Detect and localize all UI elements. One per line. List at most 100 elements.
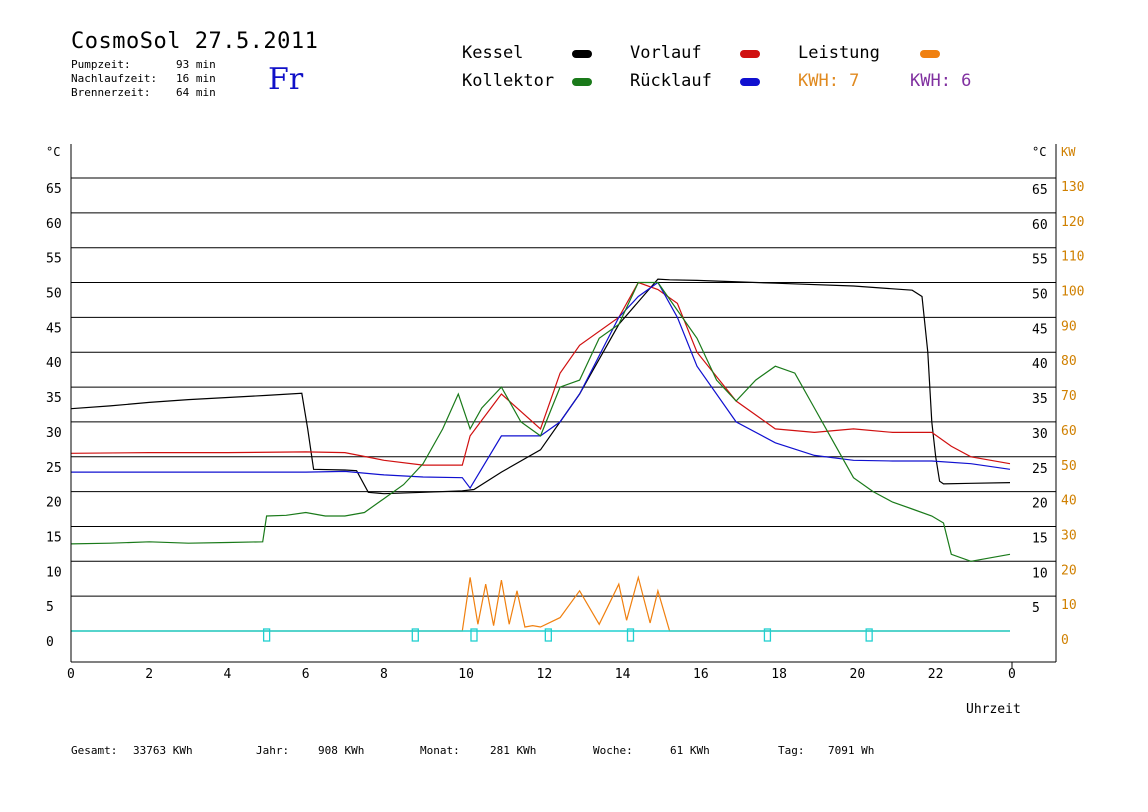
pump-event-marker: [544, 628, 552, 642]
x-tick-label: 0: [1008, 667, 1016, 682]
y-tick-label-right-temp: 65: [1032, 183, 1048, 198]
y-unit-left: °C: [46, 145, 60, 159]
series-line-kollektor: [70, 281, 1011, 562]
x-tick-label: 22: [928, 667, 944, 682]
x-tick-label: 18: [771, 667, 787, 682]
y-tick-label-left: 10: [46, 565, 62, 580]
weekday-label: Fr: [268, 62, 304, 97]
y-tick-label-right-power: 80: [1061, 354, 1077, 369]
legend-label-ruecklauf: Rücklauf: [630, 71, 712, 91]
x-tick-label: 6: [302, 667, 310, 682]
y-tick-label-left: 60: [46, 217, 62, 232]
y-tick-label-right-temp: 5: [1032, 601, 1040, 616]
y-tick-label-right-power: 70: [1061, 389, 1077, 404]
legend-swatch-kollektor: [572, 78, 592, 86]
y-tick-label-left: 65: [46, 182, 62, 197]
y-tick-label-right-power: 0: [1061, 633, 1069, 648]
pump-event-marker: [763, 628, 772, 642]
y-tick-label-left: 5: [46, 600, 54, 615]
footer-woche-label: Woche:: [593, 744, 633, 757]
y-unit-right-power: KW: [1061, 145, 1076, 159]
stat-value-brennerzeit: 64 min: [176, 86, 216, 99]
legend-swatch-leistung: [920, 50, 940, 58]
y-tick-label-right-temp: 30: [1032, 427, 1048, 442]
y-tick-label-right-power: 110: [1061, 250, 1084, 265]
y-unit-right: °C: [1032, 145, 1046, 159]
legend-label-leistung: Leistung: [798, 43, 880, 63]
pump-event-marker: [262, 628, 271, 642]
x-tick-label: 16: [693, 667, 709, 682]
chart-title: CosmoSol 27.5.2011: [71, 29, 319, 54]
y-tick-label-left: 15: [46, 530, 62, 545]
y-tick-label-left: 55: [46, 252, 62, 267]
y-tick-label-right-power: 10: [1061, 598, 1077, 613]
y-tick-label-right-power: 60: [1061, 424, 1077, 439]
y-tick-label-left: 50: [46, 287, 62, 302]
pump-event-marker: [411, 628, 419, 642]
legend-kwh-orange: KWH: 7: [798, 71, 860, 91]
x-tick-label: 10: [458, 667, 474, 682]
y-tick-label-right-temp: 10: [1032, 566, 1048, 581]
legend-label-kollektor: Kollektor: [462, 71, 555, 91]
y-tick-label-left: 20: [46, 496, 62, 511]
footer-jahr-value: 908 KWh: [318, 744, 365, 757]
stat-label-pumpzeit: Pumpzeit:: [71, 58, 131, 71]
footer-gesamt-value: 33763 KWh: [133, 744, 193, 757]
stat-value-nachlaufzeit: 16 min: [176, 72, 216, 85]
y-tick-label-left: 25: [46, 461, 62, 476]
y-tick-label-right-power: 50: [1061, 459, 1077, 474]
footer-woche-value: 61 KWh: [670, 744, 710, 757]
series-line-rcklauf: [71, 281, 1011, 490]
y-tick-label-right-temp: 35: [1032, 392, 1048, 407]
y-tick-label-right-power: 30: [1061, 528, 1077, 543]
legend-swatch-kessel: [572, 50, 592, 58]
footer-gesamt-label: Gesamt:: [71, 744, 118, 757]
legend-label-vorlauf: Vorlauf: [630, 43, 702, 63]
y-tick-label-right-temp: 40: [1032, 357, 1048, 372]
y-tick-label-right-temp: 50: [1032, 288, 1048, 303]
x-tick-label: 8: [380, 667, 388, 682]
stat-value-pumpzeit: 93 min: [176, 58, 216, 71]
y-tick-label-left: 0: [46, 635, 54, 650]
pump-event-marker: [626, 628, 635, 642]
footer-monat-label: Monat:: [420, 744, 460, 757]
x-tick-label: 12: [537, 667, 553, 682]
x-axis-label: Uhrzeit: [966, 702, 1021, 717]
y-tick-label-right-temp: 45: [1032, 322, 1048, 337]
legend-swatch-ruecklauf: [740, 78, 760, 86]
legend-label-kessel: Kessel: [462, 43, 524, 63]
x-tick-label: 4: [224, 667, 232, 682]
footer-tag-label: Tag:: [778, 744, 805, 757]
x-tick-label: 14: [615, 667, 631, 682]
y-tick-label-right-temp: 15: [1032, 531, 1048, 546]
series-line-vorlauf: [70, 281, 1011, 466]
y-tick-label-left: 40: [46, 356, 62, 371]
y-tick-label-right-temp: 20: [1032, 497, 1048, 512]
y-tick-label-right-power: 100: [1061, 285, 1084, 300]
y-tick-label-right-power: 90: [1061, 319, 1077, 334]
legend-kwh-purple: KWH: 6: [910, 71, 972, 91]
pump-event-marker: [865, 628, 873, 642]
y-tick-label-left: 35: [46, 391, 62, 406]
series-line-kessel: [70, 278, 1011, 495]
y-tick-label-right-power: 20: [1061, 563, 1077, 578]
y-tick-label-right-power: 120: [1061, 215, 1084, 230]
y-tick-label-right-power: 40: [1061, 494, 1077, 509]
series-line-leistung: [71, 575, 1010, 632]
y-tick-label-left: 45: [46, 321, 62, 336]
y-tick-label-right-temp: 60: [1032, 218, 1048, 233]
y-tick-label-right-temp: 25: [1032, 462, 1048, 477]
y-tick-label-right-temp: 55: [1032, 253, 1048, 268]
footer-jahr-label: Jahr:: [256, 744, 290, 757]
footer-monat-value: 281 KWh: [490, 744, 537, 757]
x-tick-label: 20: [850, 667, 866, 682]
pump-event-marker: [470, 628, 478, 642]
x-tick-label: 2: [145, 667, 153, 682]
legend-swatch-vorlauf: [740, 50, 760, 58]
x-tick-label: 0: [67, 667, 75, 682]
stat-label-nachlaufzeit: Nachlaufzeit:: [71, 72, 158, 85]
y-tick-label-left: 30: [46, 426, 62, 441]
stat-label-brennerzeit: Brennerzeit:: [71, 86, 151, 99]
y-tick-label-right-power: 130: [1061, 180, 1084, 195]
